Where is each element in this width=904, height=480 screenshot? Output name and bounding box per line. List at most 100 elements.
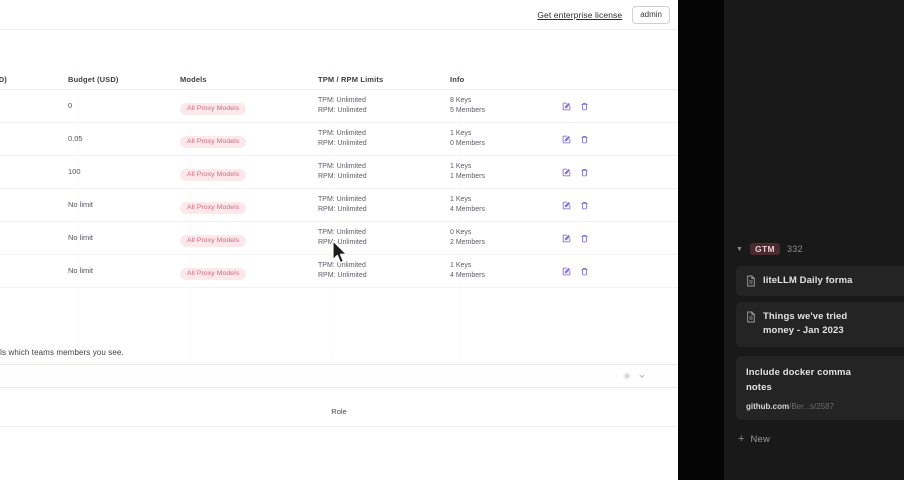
edit-icon[interactable] <box>562 135 571 144</box>
delete-icon[interactable] <box>580 135 589 144</box>
delete-icon[interactable] <box>580 234 589 243</box>
members-count: 0 Members <box>450 139 486 147</box>
get-enterprise-license-link[interactable]: Get enterprise license <box>537 9 623 20</box>
cell-actions <box>548 135 638 144</box>
delete-icon[interactable] <box>580 267 589 276</box>
edit-icon[interactable] <box>562 234 571 243</box>
cell-info: 1 Keys 1 Members <box>450 163 548 182</box>
cell-limits: TPM: Unlimited RPM: Unlimited <box>318 229 450 248</box>
litellm-admin-pane: Get enterprise license admin USD) Budget… <box>0 0 678 427</box>
cell-models: All Proxy Models <box>180 229 318 248</box>
cell-limits: TPM: Unlimited RPM: Unlimited <box>318 97 450 116</box>
cell-budget: 0 <box>68 101 73 111</box>
ghost-gridline <box>78 68 79 358</box>
cell-models: All Proxy Models <box>180 97 318 116</box>
note-card[interactable]: Things we've tried money - Jan 2023 <box>736 301 904 348</box>
link-title: Include docker comma notes <box>746 367 851 393</box>
cell-budget: 0.05 <box>68 134 83 144</box>
link-url[interactable]: github.com/Ber...s/2587 <box>746 401 904 411</box>
link-url-path: /Ber...s/2587 <box>789 401 835 411</box>
delete-icon[interactable] <box>580 168 589 177</box>
cell-spend: 9 <box>0 167 68 177</box>
table-row[interactable]: No limit All Proxy Models TPM: Unlimited… <box>0 222 678 255</box>
delete-icon[interactable] <box>580 201 589 210</box>
rpm-value: RPM: Unlimited <box>318 205 367 213</box>
delete-icon[interactable] <box>580 102 589 111</box>
cell-actions <box>548 102 638 111</box>
note-card[interactable]: liteLLM Daily forma <box>736 266 904 296</box>
rpm-value: RPM: Unlimited <box>318 172 367 180</box>
new-note-button[interactable]: + New <box>738 433 904 445</box>
members-table-divider <box>0 426 678 427</box>
cell-actions <box>548 168 638 177</box>
document-icon <box>746 311 756 323</box>
cell-info: 1 Keys 4 Members <box>450 262 548 281</box>
table-row[interactable]: 47 0 All Proxy Models TPM: Unlimited RPM… <box>0 90 678 123</box>
group-tag-gtm: GTM <box>749 242 781 256</box>
new-note-label: New <box>750 433 771 445</box>
tpm-value: TPM: Unlimited <box>318 96 366 104</box>
column-header-spend: USD) <box>0 75 7 84</box>
models-badge: All Proxy Models <box>180 267 247 281</box>
table-settings-bar <box>0 364 678 388</box>
keys-count: 1 Keys <box>450 129 472 137</box>
table-row[interactable]: 0.05 All Proxy Models TPM: Unlimited RPM… <box>0 123 678 156</box>
cell-actions <box>548 267 638 276</box>
cell-info: 1 Keys 4 Members <box>450 196 548 215</box>
note-title: liteLLM Daily forma <box>763 275 853 286</box>
cell-models: All Proxy Models <box>180 130 318 149</box>
edit-icon[interactable] <box>562 168 571 177</box>
cell-limits: TPM: Unlimited RPM: Unlimited <box>318 163 450 182</box>
members-table-header: Role <box>0 396 678 426</box>
chevron-down-icon[interactable] <box>638 372 646 380</box>
team-visibility-note: ntrols which teams members you see. <box>0 348 124 357</box>
models-badge: All Proxy Models <box>180 201 247 215</box>
cell-spend: 47 <box>0 101 68 111</box>
group-count: 332 <box>787 244 803 254</box>
chevron-down-icon[interactable]: ▼ <box>736 245 743 253</box>
table-row[interactable]: 9 100 All Proxy Models TPM: Unlimited RP… <box>0 156 678 189</box>
keys-count: 1 Keys <box>450 162 472 170</box>
cell-models: All Proxy Models <box>180 262 318 281</box>
edit-icon[interactable] <box>562 267 571 276</box>
cell-limits: TPM: Unlimited RPM: Unlimited <box>318 262 450 281</box>
table-row[interactable]: 25 No limit All Proxy Models TPM: Unlimi… <box>0 189 678 222</box>
members-count: 5 Members <box>450 106 486 114</box>
keys-count: 1 Keys <box>450 261 472 269</box>
cell-actions <box>548 201 638 210</box>
cell-models: All Proxy Models <box>180 196 318 215</box>
keys-count: 8 Keys <box>450 96 472 104</box>
table-row[interactable]: No limit All Proxy Models TPM: Unlimited… <box>0 255 678 288</box>
tpm-value: TPM: Unlimited <box>318 162 366 170</box>
cell-budget: 100 <box>68 167 81 177</box>
models-badge: All Proxy Models <box>180 135 247 149</box>
window-gutter <box>678 0 724 480</box>
edit-icon[interactable] <box>562 201 571 210</box>
teams-table: USD) Budget (USD) Models TPM / RPM Limit… <box>0 68 678 288</box>
tpm-value: TPM: Unlimited <box>318 129 366 137</box>
gear-icon[interactable] <box>623 372 631 380</box>
column-header-info: Info <box>450 75 465 84</box>
table-header-row: USD) Budget (USD) Models TPM / RPM Limit… <box>0 68 678 90</box>
cell-info: 1 Keys 0 Members <box>450 130 548 149</box>
rpm-value: RPM: Unlimited <box>318 106 367 114</box>
rpm-value: RPM: Unlimited <box>318 271 367 279</box>
cell-models: All Proxy Models <box>180 163 318 182</box>
models-badge: All Proxy Models <box>180 234 247 248</box>
ghost-gridline <box>460 68 461 358</box>
members-count: 2 Members <box>450 238 486 246</box>
notes-group-header[interactable]: ▼ GTM 332 <box>724 238 904 260</box>
tpm-value: TPM: Unlimited <box>318 195 366 203</box>
cell-info: 0 Keys 2 Members <box>450 229 548 248</box>
rpm-value: RPM: Unlimited <box>318 139 367 147</box>
edit-icon[interactable] <box>562 102 571 111</box>
admin-user-button[interactable]: admin <box>632 5 670 24</box>
link-card[interactable]: Include docker comma notes github.com/Be… <box>736 356 904 420</box>
column-header-role: Role <box>331 406 347 416</box>
top-bar: Get enterprise license admin <box>0 0 678 30</box>
models-badge: All Proxy Models <box>180 102 247 116</box>
cell-budget: No limit <box>68 266 94 276</box>
column-header-models: Models <box>180 75 207 84</box>
cell-info: 8 Keys 5 Members <box>450 97 548 116</box>
